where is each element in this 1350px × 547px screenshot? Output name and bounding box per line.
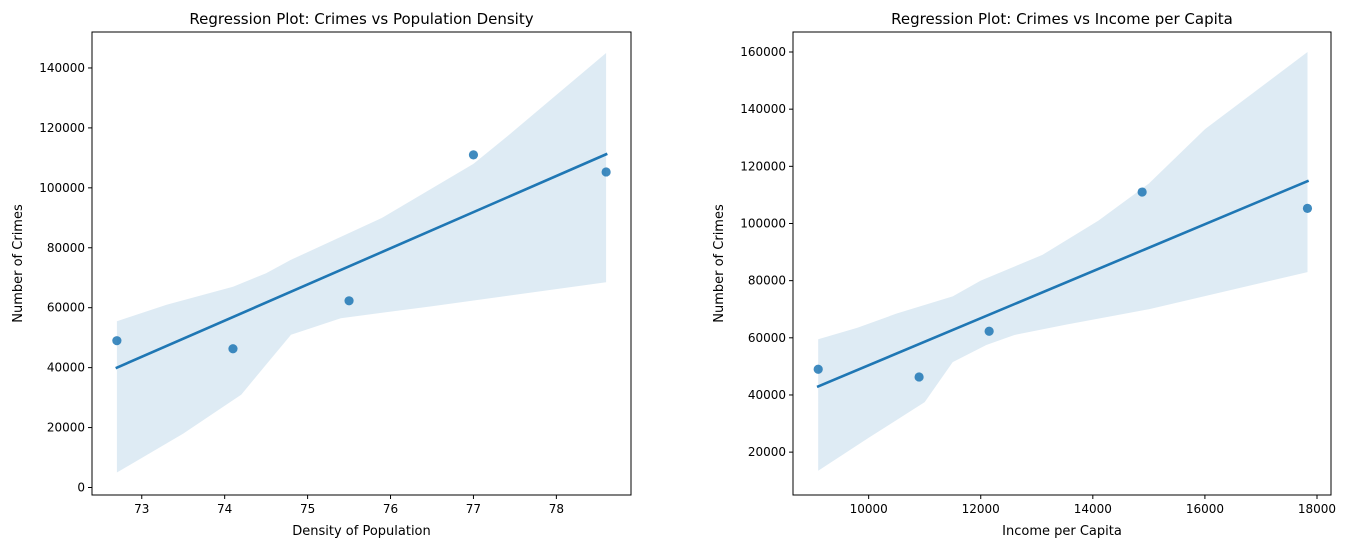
y-axis-label: Number of Crimes (712, 204, 727, 323)
y-tick-label: 0 (77, 481, 85, 495)
data-point-2 (914, 372, 924, 382)
x-axis-label: Density of Population (292, 524, 431, 539)
data-point-5 (601, 167, 611, 177)
regression-line (816, 179, 1310, 389)
data-point-4 (1137, 187, 1147, 197)
x-tick-label: 73 (134, 502, 149, 516)
x-tick-label: 16000 (1186, 502, 1224, 516)
x-tick-label: 14000 (1074, 502, 1112, 516)
x-tick-label: 76 (383, 502, 398, 516)
chart-title: Regression Plot: Crimes vs Income per Ca… (891, 10, 1233, 28)
y-tick-label: 20000 (47, 421, 85, 435)
y-tick-label: 60000 (47, 301, 85, 315)
y-tick-label: 140000 (740, 102, 786, 116)
data-point-1 (813, 364, 823, 374)
confidence-band (818, 52, 1308, 471)
y-tick-label: 20000 (748, 445, 786, 459)
y-tick-label: 100000 (740, 216, 786, 230)
y-axis-label: Number of Crimes (11, 204, 26, 323)
x-axis-label: Income per Capita (1002, 524, 1122, 539)
y-tick-label: 100000 (39, 181, 85, 195)
x-tick-label: 75 (300, 502, 315, 516)
chart-2: 10000 12000 14000 16000 18000 20000 40000 60000… (712, 10, 1336, 539)
x-tick-label: 12000 (962, 502, 1000, 516)
y-tick-label: 120000 (39, 121, 85, 135)
plot-frame (792, 31, 1332, 496)
y-tick-label: 80000 (748, 274, 786, 288)
y-tick-label: 40000 (47, 361, 85, 375)
data-point-3 (344, 296, 354, 306)
x-tick-label: 74 (217, 502, 232, 516)
x-tick-label: 10000 (850, 502, 888, 516)
y-tick-label: 80000 (47, 241, 85, 255)
data-point-5 (1302, 203, 1313, 213)
regression-line (115, 152, 608, 370)
x-tick-label: 78 (549, 502, 564, 516)
x-tick-label: 18000 (1298, 502, 1336, 516)
y-tick-label: 120000 (740, 159, 786, 173)
data-point-4 (468, 150, 479, 160)
y-tick-label: 40000 (748, 388, 786, 402)
chart-title: Regression Plot: Crimes vs Population De… (189, 10, 533, 28)
confidence-band (116, 53, 607, 473)
y-tick-label: 140000 (39, 61, 85, 75)
chart-1: 73 74 75 76 77 78 0 20000 40000 60000 80000 100000 1… (11, 10, 632, 539)
y-tick-label: 160000 (740, 45, 786, 59)
data-point-3 (984, 326, 994, 336)
plot-frame (91, 31, 632, 496)
data-point-2 (228, 344, 238, 354)
y-tick-label: 60000 (748, 331, 786, 345)
x-tick-label: 77 (466, 502, 481, 516)
data-point-1 (112, 336, 122, 346)
